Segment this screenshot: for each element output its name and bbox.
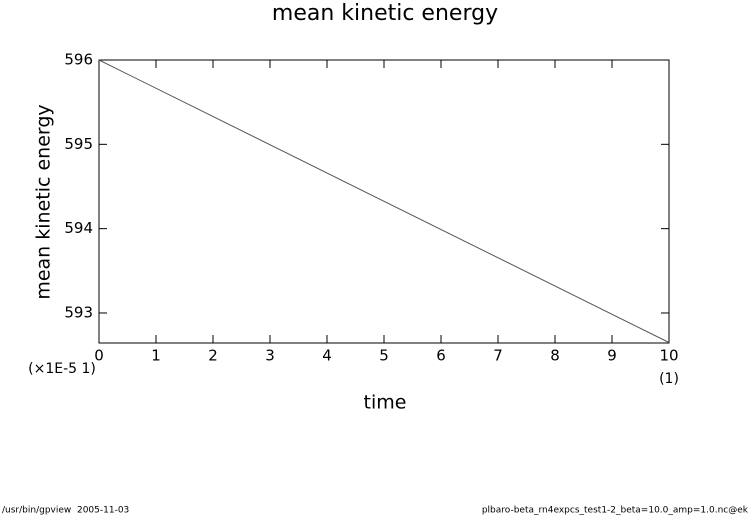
y-tick-label: 595 bbox=[64, 135, 93, 153]
chart-title: mean kinetic energy bbox=[272, 1, 498, 26]
scale-note: (×1E-5 1) bbox=[28, 361, 96, 377]
x-axis-label: time bbox=[364, 392, 407, 414]
x-tick-label: 3 bbox=[265, 347, 275, 365]
x-tick-label: 2 bbox=[208, 347, 218, 365]
x-tick-label: 0 bbox=[94, 347, 104, 365]
y-tick-label: 596 bbox=[64, 51, 93, 69]
y-tick-label: 593 bbox=[64, 303, 93, 321]
x-tick-label: 5 bbox=[379, 347, 389, 365]
x-tick-label: 7 bbox=[493, 347, 503, 365]
footer-left: /usr/bin/gpview 2005-11-03 bbox=[2, 506, 129, 516]
data-line bbox=[98, 59, 670, 343]
x-tick-label: 8 bbox=[550, 347, 560, 365]
x-tick-label: 9 bbox=[607, 347, 617, 365]
y-tick-label: 594 bbox=[64, 219, 93, 237]
x-tick-label: 1 bbox=[151, 347, 161, 365]
y-axis-label: mean kinetic energy bbox=[33, 104, 55, 299]
x-tick-label: 4 bbox=[322, 347, 332, 365]
footer-right: plbaro-beta_rn4expcs_test1-2_beta=10.0_a… bbox=[482, 506, 749, 516]
x-tick-label: 6 bbox=[436, 347, 446, 365]
x-tick-label: 10 bbox=[659, 347, 678, 365]
unit-note: (1) bbox=[659, 371, 679, 387]
